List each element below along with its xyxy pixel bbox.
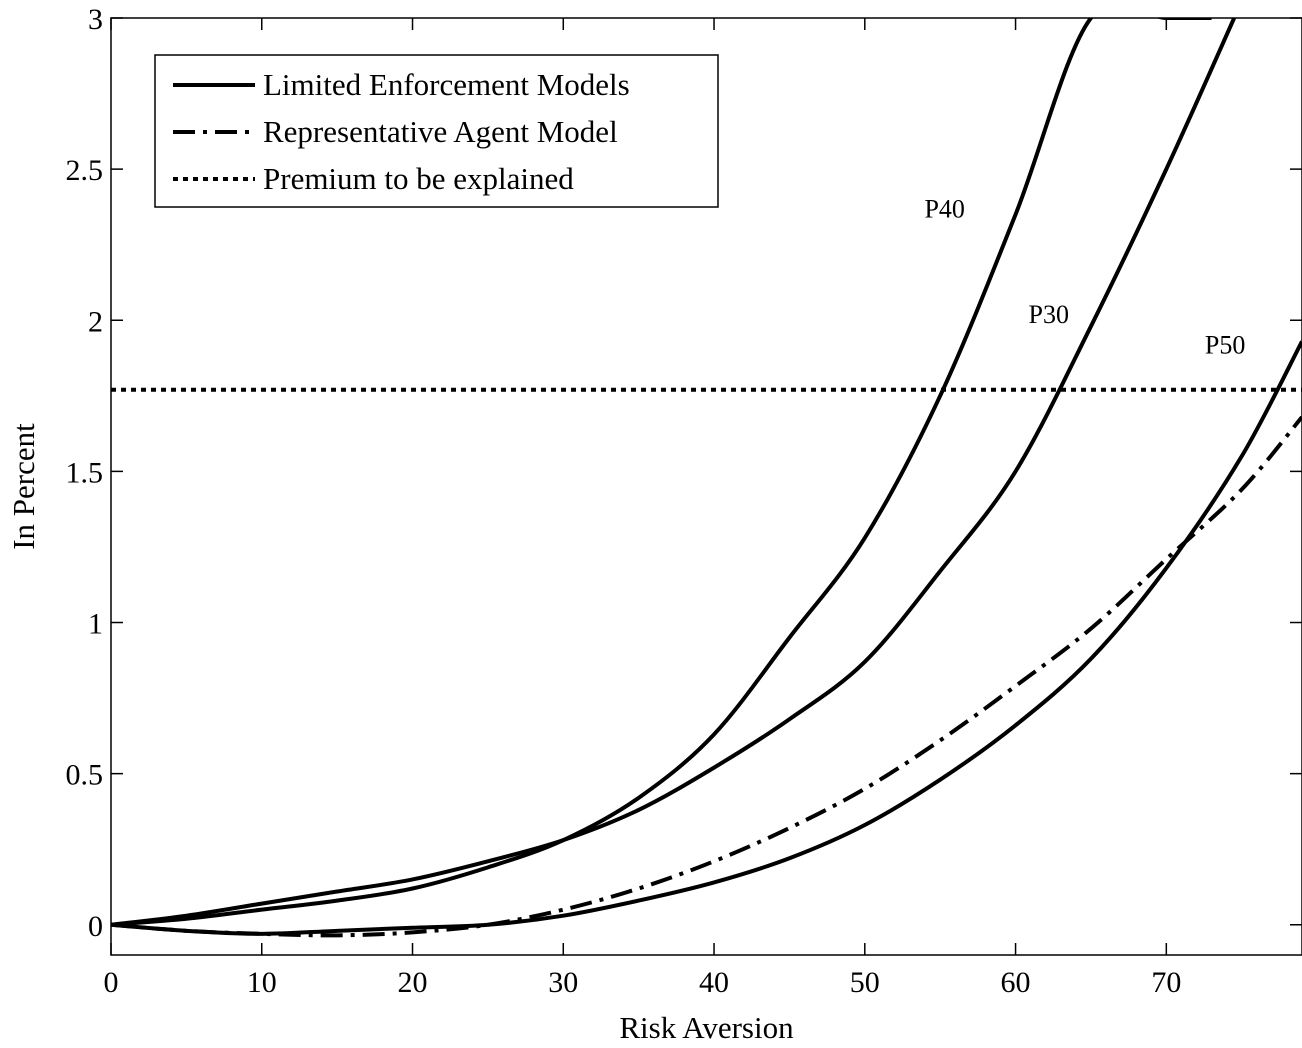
legend-entry-label: Premium to be explained: [263, 161, 574, 196]
legend: Limited Enforcement Models Representative…: [154, 54, 719, 208]
axes-layer: 0 10 20 30 40 50 60 70 0 0.5 1 1.5 2 2.5 3 Risk Aversio…: [6, 3, 1302, 1045]
x-tick-label: 20: [398, 966, 428, 999]
y-axis-label: In Percent: [6, 423, 41, 550]
series-annotation-p50: P50: [1205, 330, 1245, 359]
series-line-0: [111, 18, 1212, 927]
y-tick-label: 0.5: [66, 759, 104, 792]
x-tick-label: 0: [104, 966, 119, 999]
y-tick-label: 3: [88, 3, 103, 36]
series-annotation-p30: P30: [1028, 300, 1068, 329]
x-tick-label: 30: [548, 966, 578, 999]
y-tick-label: 0: [88, 910, 103, 943]
annotation-layer: P40 P30 P50: [924, 194, 1245, 359]
series-annotation-p40: P40: [924, 194, 964, 223]
series-line-3: [111, 415, 1302, 938]
y-tick-label: 1.5: [66, 456, 104, 489]
plot-frame: [110, 17, 1302, 956]
x-tick-label: 50: [850, 966, 880, 999]
x-tick-label: 70: [1151, 966, 1181, 999]
legend-entry-label: Representative Agent Model: [263, 114, 618, 149]
x-tick-label: 60: [1001, 966, 1031, 999]
x-tick-label: 40: [699, 966, 729, 999]
series-line-2: [111, 340, 1302, 936]
y-tick-label: 2.5: [66, 154, 104, 187]
y-tick-label: 2: [88, 305, 103, 338]
y-tick-label: 1: [88, 608, 103, 641]
legend-entry-label: Limited Enforcement Models: [263, 67, 630, 102]
series-layer: [111, 18, 1302, 938]
x-tick-label: 10: [247, 966, 277, 999]
series-line-1: [111, 18, 1236, 927]
x-axis-label: Risk Aversion: [619, 1010, 794, 1045]
